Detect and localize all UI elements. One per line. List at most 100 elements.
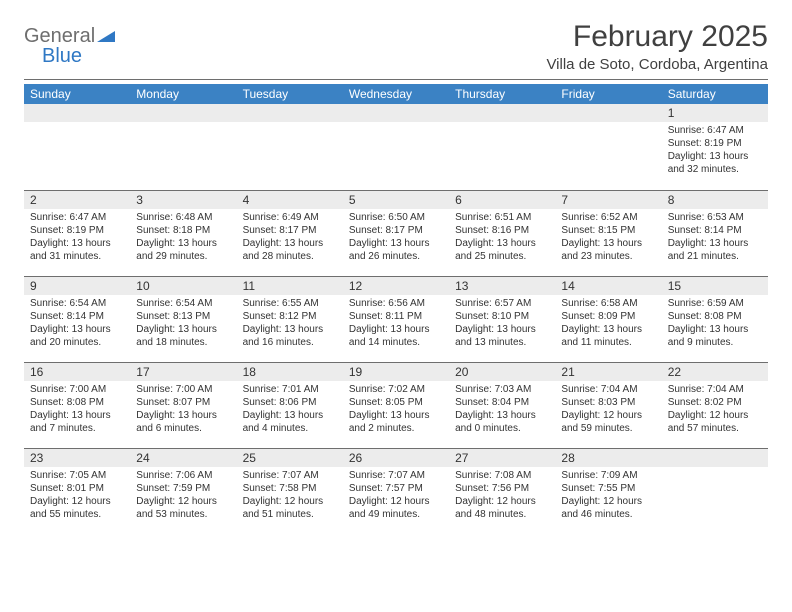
calendar-cell: 27Sunrise: 7:08 AMSunset: 7:56 PMDayligh… — [449, 448, 555, 534]
calendar-cell — [24, 104, 130, 190]
calendar-cell: 17Sunrise: 7:00 AMSunset: 8:07 PMDayligh… — [130, 362, 236, 448]
day-number: 25 — [237, 449, 343, 467]
day-number: 8 — [662, 191, 768, 209]
day-number: 7 — [555, 191, 661, 209]
day-number: 27 — [449, 449, 555, 467]
day-details: Sunrise: 6:49 AMSunset: 8:17 PMDaylight:… — [237, 209, 343, 267]
day-number-empty — [237, 104, 343, 122]
day-number: 12 — [343, 277, 449, 295]
day-number: 10 — [130, 277, 236, 295]
header-divider — [24, 79, 768, 80]
day-details: Sunrise: 7:01 AMSunset: 8:06 PMDaylight:… — [237, 381, 343, 439]
day-number: 5 — [343, 191, 449, 209]
calendar-cell — [130, 104, 236, 190]
calendar-cell: 14Sunrise: 6:58 AMSunset: 8:09 PMDayligh… — [555, 276, 661, 362]
calendar-cell: 26Sunrise: 7:07 AMSunset: 7:57 PMDayligh… — [343, 448, 449, 534]
day-header: Thursday — [449, 84, 555, 104]
calendar-cell: 19Sunrise: 7:02 AMSunset: 8:05 PMDayligh… — [343, 362, 449, 448]
day-number: 1 — [662, 104, 768, 122]
calendar-cell: 4Sunrise: 6:49 AMSunset: 8:17 PMDaylight… — [237, 190, 343, 276]
day-details: Sunrise: 6:54 AMSunset: 8:13 PMDaylight:… — [130, 295, 236, 353]
day-number: 2 — [24, 191, 130, 209]
calendar-cell: 6Sunrise: 6:51 AMSunset: 8:16 PMDaylight… — [449, 190, 555, 276]
day-header: Sunday — [24, 84, 130, 104]
day-number-empty — [343, 104, 449, 122]
calendar-cell: 28Sunrise: 7:09 AMSunset: 7:55 PMDayligh… — [555, 448, 661, 534]
day-number: 14 — [555, 277, 661, 295]
day-details: Sunrise: 6:59 AMSunset: 8:08 PMDaylight:… — [662, 295, 768, 353]
day-details: Sunrise: 7:04 AMSunset: 8:03 PMDaylight:… — [555, 381, 661, 439]
day-number: 23 — [24, 449, 130, 467]
calendar-week-row: 1Sunrise: 6:47 AMSunset: 8:19 PMDaylight… — [24, 104, 768, 190]
calendar-cell: 1Sunrise: 6:47 AMSunset: 8:19 PMDaylight… — [662, 104, 768, 190]
day-number-empty — [662, 449, 768, 467]
logo-word-1: General — [24, 25, 95, 47]
calendar-cell: 8Sunrise: 6:53 AMSunset: 8:14 PMDaylight… — [662, 190, 768, 276]
calendar-cell — [343, 104, 449, 190]
day-header-row: Sunday Monday Tuesday Wednesday Thursday… — [24, 84, 768, 104]
day-details: Sunrise: 7:07 AMSunset: 7:58 PMDaylight:… — [237, 467, 343, 525]
day-number: 20 — [449, 363, 555, 381]
day-details: Sunrise: 6:57 AMSunset: 8:10 PMDaylight:… — [449, 295, 555, 353]
day-header: Saturday — [662, 84, 768, 104]
calendar-week-row: 9Sunrise: 6:54 AMSunset: 8:14 PMDaylight… — [24, 276, 768, 362]
logo-triangle-icon — [97, 26, 115, 46]
day-details: Sunrise: 6:50 AMSunset: 8:17 PMDaylight:… — [343, 209, 449, 267]
day-header: Friday — [555, 84, 661, 104]
day-details: Sunrise: 7:05 AMSunset: 8:01 PMDaylight:… — [24, 467, 130, 525]
calendar-cell: 25Sunrise: 7:07 AMSunset: 7:58 PMDayligh… — [237, 448, 343, 534]
logo-text: General Blue — [24, 26, 115, 66]
day-number-empty — [130, 104, 236, 122]
page-subtitle: Villa de Soto, Cordoba, Argentina — [546, 56, 768, 73]
day-number: 6 — [449, 191, 555, 209]
calendar-cell: 2Sunrise: 6:47 AMSunset: 8:19 PMDaylight… — [24, 190, 130, 276]
day-details: Sunrise: 6:48 AMSunset: 8:18 PMDaylight:… — [130, 209, 236, 267]
day-details: Sunrise: 6:54 AMSunset: 8:14 PMDaylight:… — [24, 295, 130, 353]
day-number: 16 — [24, 363, 130, 381]
day-number: 11 — [237, 277, 343, 295]
day-details: Sunrise: 6:52 AMSunset: 8:15 PMDaylight:… — [555, 209, 661, 267]
calendar-cell: 24Sunrise: 7:06 AMSunset: 7:59 PMDayligh… — [130, 448, 236, 534]
day-header: Wednesday — [343, 84, 449, 104]
calendar-cell: 12Sunrise: 6:56 AMSunset: 8:11 PMDayligh… — [343, 276, 449, 362]
calendar-page: General Blue February 2025 Villa de Soto… — [0, 0, 792, 546]
day-details: Sunrise: 7:03 AMSunset: 8:04 PMDaylight:… — [449, 381, 555, 439]
calendar-week-row: 16Sunrise: 7:00 AMSunset: 8:08 PMDayligh… — [24, 362, 768, 448]
day-details: Sunrise: 7:09 AMSunset: 7:55 PMDaylight:… — [555, 467, 661, 525]
calendar-cell: 23Sunrise: 7:05 AMSunset: 8:01 PMDayligh… — [24, 448, 130, 534]
day-details: Sunrise: 7:06 AMSunset: 7:59 PMDaylight:… — [130, 467, 236, 525]
day-details: Sunrise: 7:02 AMSunset: 8:05 PMDaylight:… — [343, 381, 449, 439]
day-details: Sunrise: 6:53 AMSunset: 8:14 PMDaylight:… — [662, 209, 768, 267]
calendar-cell: 9Sunrise: 6:54 AMSunset: 8:14 PMDaylight… — [24, 276, 130, 362]
calendar-cell: 3Sunrise: 6:48 AMSunset: 8:18 PMDaylight… — [130, 190, 236, 276]
logo: General Blue — [24, 20, 115, 66]
page-title: February 2025 — [546, 20, 768, 54]
day-details: Sunrise: 7:08 AMSunset: 7:56 PMDaylight:… — [449, 467, 555, 525]
day-details: Sunrise: 6:51 AMSunset: 8:16 PMDaylight:… — [449, 209, 555, 267]
day-number-empty — [555, 104, 661, 122]
day-number: 24 — [130, 449, 236, 467]
calendar-week-row: 23Sunrise: 7:05 AMSunset: 8:01 PMDayligh… — [24, 448, 768, 534]
day-header: Tuesday — [237, 84, 343, 104]
day-details: Sunrise: 6:47 AMSunset: 8:19 PMDaylight:… — [662, 122, 768, 180]
day-number-empty — [449, 104, 555, 122]
calendar-cell — [449, 104, 555, 190]
calendar-table: Sunday Monday Tuesday Wednesday Thursday… — [24, 84, 768, 534]
day-number-empty — [24, 104, 130, 122]
calendar-cell: 22Sunrise: 7:04 AMSunset: 8:02 PMDayligh… — [662, 362, 768, 448]
day-details: Sunrise: 7:00 AMSunset: 8:08 PMDaylight:… — [24, 381, 130, 439]
day-number: 17 — [130, 363, 236, 381]
logo-word-2: Blue — [24, 45, 82, 67]
day-details: Sunrise: 7:07 AMSunset: 7:57 PMDaylight:… — [343, 467, 449, 525]
calendar-cell: 13Sunrise: 6:57 AMSunset: 8:10 PMDayligh… — [449, 276, 555, 362]
calendar-cell: 7Sunrise: 6:52 AMSunset: 8:15 PMDaylight… — [555, 190, 661, 276]
calendar-cell: 10Sunrise: 6:54 AMSunset: 8:13 PMDayligh… — [130, 276, 236, 362]
day-details: Sunrise: 6:56 AMSunset: 8:11 PMDaylight:… — [343, 295, 449, 353]
day-number: 15 — [662, 277, 768, 295]
day-number: 9 — [24, 277, 130, 295]
calendar-cell — [662, 448, 768, 534]
day-number: 4 — [237, 191, 343, 209]
day-header: Monday — [130, 84, 236, 104]
day-details: Sunrise: 6:47 AMSunset: 8:19 PMDaylight:… — [24, 209, 130, 267]
calendar-cell: 11Sunrise: 6:55 AMSunset: 8:12 PMDayligh… — [237, 276, 343, 362]
